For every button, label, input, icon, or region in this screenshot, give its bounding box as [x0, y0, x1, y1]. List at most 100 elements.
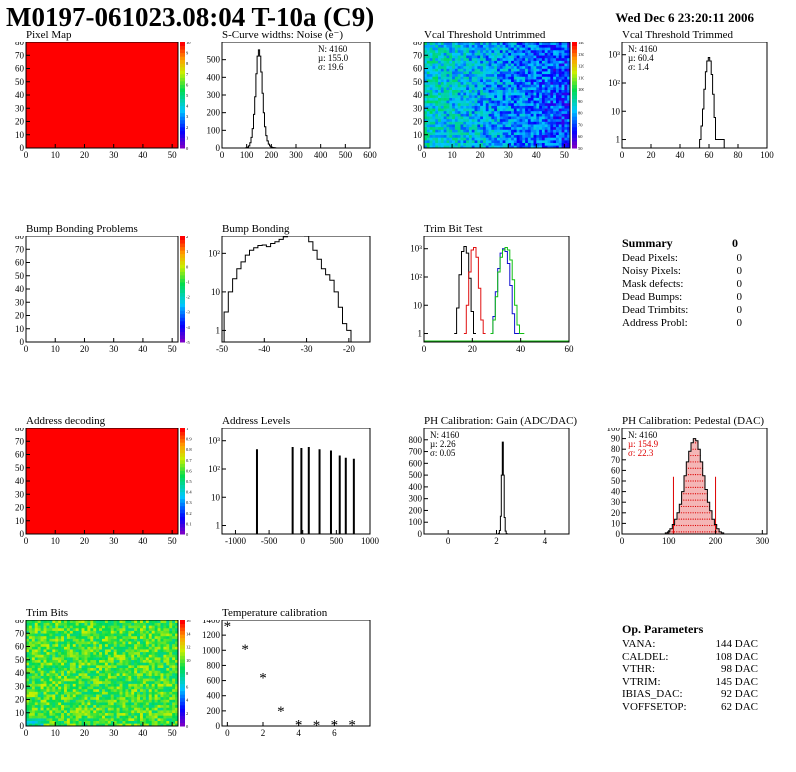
- series-blue: [490, 248, 520, 334]
- summary-row-value: 0: [736, 317, 743, 329]
- y-tick-label: 40: [611, 487, 621, 497]
- colorbar-tick-label: 1: [186, 135, 188, 140]
- colorbar-tick-label: 0.1: [186, 521, 192, 526]
- y-tick-label: 1: [216, 521, 221, 531]
- y-tick-label: 10³: [208, 436, 220, 446]
- series-green: [490, 247, 525, 334]
- y-tick-label: 0: [20, 721, 25, 731]
- y-tick-label: 10: [413, 300, 423, 310]
- x-tick-label: 40: [138, 150, 148, 160]
- summary-title: Summary: [622, 236, 673, 250]
- colorbar-tick-label: 100: [578, 87, 584, 92]
- colorbar-tick-label: 16: [186, 620, 191, 623]
- colorbar-tick-label: -5: [186, 340, 190, 345]
- histogram-peaks: [255, 446, 355, 535]
- color-bar: -5 -4 -3 -2 -1 0 1 2: [180, 236, 190, 345]
- y-tick-label: 70: [15, 436, 25, 446]
- x-tick-label: 500: [330, 536, 344, 546]
- y-tick-label: 10²: [608, 78, 620, 88]
- x-tick-label: 0: [300, 536, 305, 546]
- colorbar-tick-label: -3: [186, 310, 190, 315]
- y-tick-label: 10: [15, 708, 25, 718]
- histogram-line: [497, 441, 508, 535]
- y-axis: 1 10 10² 10³: [410, 244, 428, 339]
- op-params-box: Op. Parameters VANA: 144 DAC CALDEL: 108 DA…: [622, 622, 762, 722]
- colorbar-tick-label: 0.2: [186, 511, 192, 516]
- x-tick-label: 200: [709, 536, 723, 546]
- y-tick-label: 400: [207, 72, 221, 82]
- series-black: [454, 246, 476, 334]
- colorbar-tick-label: 70: [578, 122, 583, 127]
- y-tick-label: 80: [15, 620, 25, 625]
- chart-title: Bump Bonding Problems: [26, 223, 138, 235]
- y-tick-label: 10²: [208, 248, 220, 258]
- x-tick-label: 30: [504, 150, 514, 160]
- chart-ph-pedestal: PH Calibration: Pedestal (DAC) 0 100 200 300…: [596, 416, 781, 556]
- x-tick-label: 2: [261, 728, 266, 738]
- colorbar-tick-label: 80: [578, 111, 583, 116]
- y-tick-label: 10: [611, 518, 621, 528]
- op-param-label: CALDEL:: [622, 650, 669, 663]
- y-tick-label: 80: [15, 236, 25, 241]
- y-tick-label: 100: [607, 428, 621, 433]
- y-axis: 1 10 10²: [208, 248, 226, 335]
- y-tick-label: 0: [20, 337, 25, 347]
- colorbar-tick-label: 12: [186, 645, 191, 650]
- stats-line: µ: 154.9: [628, 439, 659, 449]
- x-axis: 0 10 20 30 40 50: [24, 722, 177, 738]
- timestamp: Wed Dec 6 23:20:11 2006: [615, 10, 754, 25]
- x-tick-label: 50: [168, 344, 178, 354]
- x-tick-label: 10: [51, 728, 61, 738]
- histogram-fill: [665, 438, 724, 534]
- chart-title: Trim Bit Test: [424, 223, 483, 235]
- scatter-point: *: [348, 717, 356, 733]
- y-tick-label: 30: [15, 489, 25, 499]
- chart-scurve: S-Curve widths: Noise (e⁻) 0 100 200 300 400 5…: [196, 30, 384, 170]
- y-tick-label: 30: [413, 103, 423, 113]
- colorbar-tick-label: 0.6: [186, 468, 192, 473]
- y-tick-label: 10²: [208, 464, 220, 474]
- x-tick-label: 40: [532, 150, 542, 160]
- stats-line: σ: 19.6: [318, 62, 344, 72]
- colorbar-tick-label: 9: [186, 51, 189, 56]
- op-param-label: VTRIM:: [622, 675, 661, 688]
- chart-title: PH Calibration: Pedestal (DAC): [622, 415, 765, 427]
- y-tick-label: 10: [15, 324, 25, 334]
- y-tick-label: 0: [616, 529, 621, 539]
- y-tick-label: 1: [418, 329, 423, 339]
- plot-frame: [221, 236, 371, 343]
- stats-line: N: 4160: [318, 44, 348, 54]
- summary-row-value: 0: [736, 278, 743, 290]
- colorbar-tick-label: -4: [186, 325, 190, 330]
- y-tick-label: 20: [15, 311, 25, 321]
- chart-address-decoding: Address decoding 0 0.1 0.2 0.3 0.4 0.5 0.6 0.7 0.…: [0, 416, 192, 556]
- stats-line: µ: 2.26: [430, 439, 456, 449]
- x-tick-label: 0: [24, 344, 29, 354]
- x-tick-label: 80: [734, 150, 744, 160]
- colorbar-tick-label: -2: [186, 295, 190, 300]
- x-tick-label: 300: [756, 536, 770, 546]
- x-tick-label: 500: [339, 150, 353, 160]
- op-param-value: 108 DAC: [715, 650, 758, 663]
- x-tick-label: -30: [301, 344, 313, 354]
- y-tick-label: 30: [15, 297, 25, 307]
- y-tick-label: 80: [413, 42, 423, 47]
- colorbar-tick-label: 1: [186, 428, 188, 431]
- y-tick-label: 30: [15, 681, 25, 691]
- op-param-value: 92 DAC: [721, 688, 758, 700]
- y-tick-label: 50: [611, 476, 621, 486]
- plot-area: [223, 236, 356, 343]
- chart-trim-bits: Trim Bits 0 2 4 6 8 10 12 14 16 0 10 20 30 40 50 0 10 20 30…: [0, 608, 192, 748]
- x-tick-label: 20: [476, 150, 486, 160]
- y-tick-label: 90: [611, 434, 621, 444]
- y-tick-label: 800: [409, 435, 423, 445]
- y-tick-label: 60: [15, 450, 25, 460]
- y-tick-label: 10: [15, 130, 25, 140]
- x-axis: 0 10 20 30 40 50: [422, 144, 569, 160]
- stats-line: µ: 60.4: [628, 53, 654, 63]
- y-tick-label: 600: [409, 458, 423, 468]
